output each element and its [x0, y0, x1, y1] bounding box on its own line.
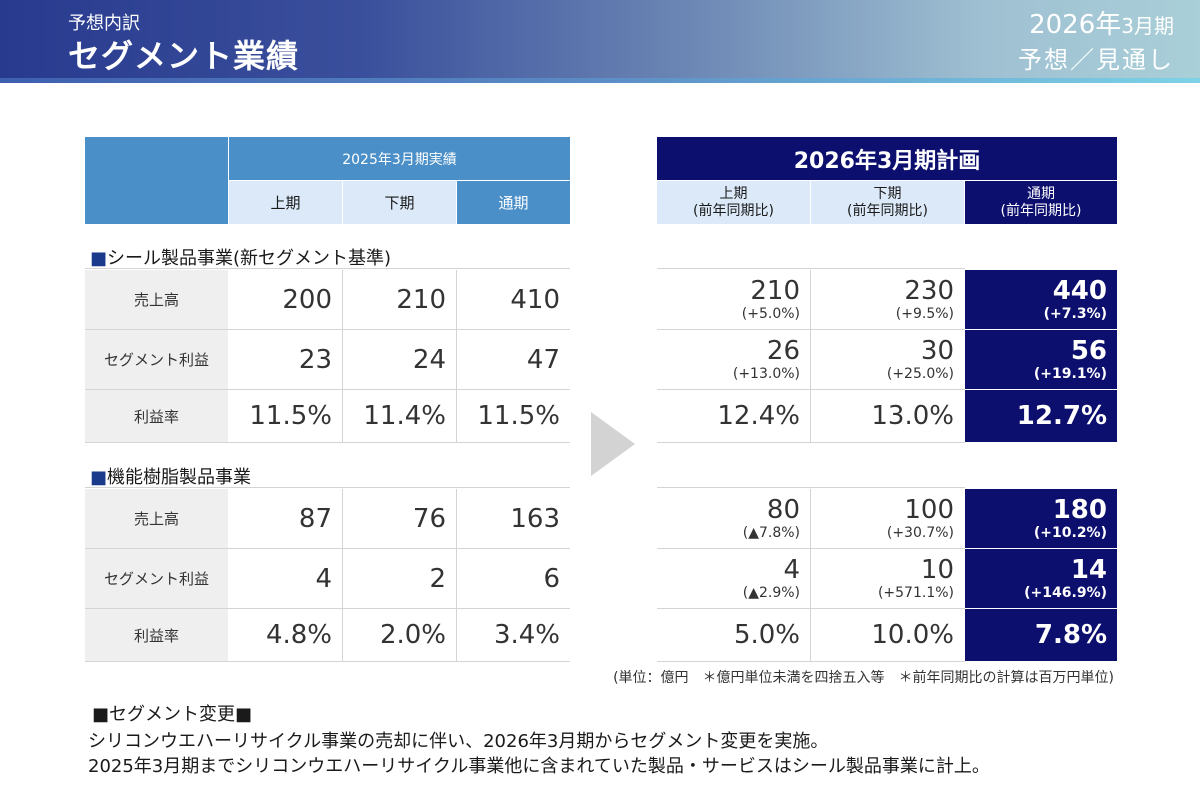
- section-title-resin: ■機能樹脂製品事業: [90, 467, 252, 488]
- footer-line: 2025年3月期までシリコンウエハーリサイクル事業他に含まれていた製品・サービス…: [88, 756, 990, 777]
- left-col-full-year: 通期: [457, 181, 570, 224]
- footer-heading: ■セグメント変更■: [92, 704, 253, 725]
- period-label: 予想／見通し: [1018, 46, 1174, 74]
- right-group-header: 2026年3月期計画: [657, 137, 1117, 180]
- table-cell: 6: [543, 563, 560, 594]
- row-label: 売上高: [85, 270, 228, 329]
- table-cell: 11.5%: [249, 401, 332, 431]
- plan-cell-full-year: 7.8%: [965, 609, 1117, 661]
- table-cell: 2: [429, 563, 446, 594]
- right-col-h2: 下期 (前年同期比): [811, 181, 964, 224]
- plan-cell: 230 (+9.5%): [895, 275, 954, 322]
- plan-cell: 12.4%: [717, 401, 800, 431]
- section-title-seal: ■シール製品事業(新セグメント基準): [90, 248, 392, 269]
- grid-line: [456, 489, 457, 661]
- period-block: 2026年3月期 予想／見通し: [1018, 8, 1174, 77]
- table-cell: 76: [412, 503, 446, 534]
- grid-line: [85, 487, 570, 488]
- slide-subtitle: 予想内訳: [68, 13, 140, 34]
- period-year: 2026年: [1029, 10, 1122, 40]
- table-cell: 4.8%: [265, 620, 332, 650]
- footer-line: シリコンウエハーリサイクル事業の売却に伴い、2026年3月期からセグメント変更を…: [88, 731, 829, 752]
- grid-line: [85, 329, 570, 330]
- left-group-header: 2025年3月期実績: [229, 137, 570, 180]
- arrow-right-icon: [591, 412, 635, 476]
- plan-cell: 10 (+571.1%): [877, 554, 954, 601]
- plan-cell: 5.0%: [733, 620, 800, 650]
- grid-line: [657, 268, 965, 269]
- header-accent-line: [0, 78, 1200, 83]
- grid-line: [342, 270, 343, 442]
- row-label: セグメント利益: [85, 549, 228, 608]
- grid-line: [657, 487, 965, 488]
- grid-line: [657, 389, 965, 390]
- plan-cell-full-year: 14 (+146.9%): [965, 549, 1117, 608]
- grid-line: [85, 661, 570, 662]
- plan-cell: 100 (+30.7%): [886, 494, 954, 541]
- grid-line: [342, 489, 343, 661]
- table-cell: 410: [510, 284, 560, 315]
- left-header-blank: [85, 137, 228, 224]
- left-col-h2: 下期: [343, 181, 456, 224]
- plan-cell: 13.0%: [871, 401, 954, 431]
- table-cell: 47: [526, 344, 560, 375]
- grid-line: [810, 489, 811, 661]
- row-label: 売上高: [85, 489, 228, 548]
- grid-line: [810, 270, 811, 442]
- plan-cell: 26 (+13.0%): [732, 335, 800, 382]
- plan-cell-full-year: 12.7%: [965, 390, 1117, 442]
- slide-header: 予想内訳 セグメント業績 2026年3月期 予想／見通し: [0, 0, 1200, 78]
- grid-line: [85, 608, 570, 609]
- right-col-full-year: 通期 (前年同期比): [965, 181, 1117, 224]
- grid-line: [657, 442, 965, 443]
- table-cell: 11.4%: [363, 401, 446, 431]
- unit-note: (単位：億円 ＊億円単位未満を四捨五入等 ＊前年同期比の計算は百万円単位): [613, 670, 1114, 686]
- grid-line: [657, 661, 965, 662]
- plan-cell-full-year: 440 (+7.3%): [965, 270, 1117, 329]
- plan-cell: 10.0%: [871, 620, 954, 650]
- table-cell: 4: [315, 563, 332, 594]
- plan-cell: 4 (▲2.9%): [742, 554, 800, 601]
- plan-cell: 210 (+5.0%): [741, 275, 800, 322]
- table-cell: 200: [282, 284, 332, 315]
- table-cell: 163: [510, 503, 560, 534]
- grid-line: [85, 389, 570, 390]
- right-col-h1: 上期 (前年同期比): [657, 181, 810, 224]
- grid-line: [657, 608, 965, 609]
- table-cell: 2.0%: [379, 620, 446, 650]
- grid-line: [85, 442, 570, 443]
- slide-title: セグメント業績: [68, 37, 300, 75]
- table-cell: 23: [298, 344, 332, 375]
- grid-line: [456, 270, 457, 442]
- grid-line: [85, 548, 570, 549]
- plan-cell-full-year: 180 (+10.2%): [965, 489, 1117, 548]
- plan-cell: 30 (+25.0%): [886, 335, 954, 382]
- table-cell: 87: [298, 503, 332, 534]
- row-label: セグメント利益: [85, 330, 228, 389]
- row-label: 利益率: [85, 609, 228, 661]
- grid-line: [657, 548, 965, 549]
- table-cell: 210: [396, 284, 446, 315]
- table-cell: 24: [412, 344, 446, 375]
- left-col-h1: 上期: [229, 181, 342, 224]
- table-cell: 11.5%: [477, 401, 560, 431]
- plan-cell: 80 (▲7.8%): [742, 494, 800, 541]
- period-month: 3月期: [1121, 14, 1174, 38]
- table-cell: 3.4%: [493, 620, 560, 650]
- grid-line: [85, 268, 570, 269]
- grid-line: [657, 329, 965, 330]
- plan-cell-full-year: 56 (+19.1%): [965, 330, 1117, 389]
- row-label: 利益率: [85, 390, 228, 442]
